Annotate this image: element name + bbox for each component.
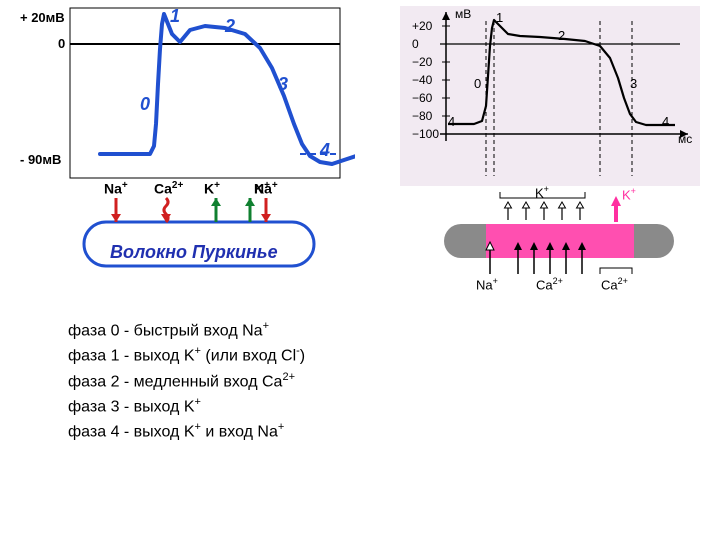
right-membrane-panel: K+K+Na+Ca2+Ca2+ [400,190,700,300]
left-ion-panel: Na+Ca2+K+Na+K+ Волокно Пуркинье [20,180,355,270]
phase-text-3: фаза 3 - выход K+ [68,394,305,419]
phase-label-2: 0 [140,94,150,115]
right-chart-panel: мВ мс +200−20−40−60−80−100 120344 [400,6,700,186]
phase-text-1: фаза 1 - выход K+ (или вход Cl-) [68,343,305,368]
phase-label-1: 2 [225,16,235,37]
phase-label-0: 1 [170,6,180,27]
phase-text-2: фаза 2 - медленный вход Ca2+ [68,369,305,394]
phase-text-list: фаза 0 - быстрый вход Na+ фаза 1 - выход… [68,318,305,445]
phase-text-4: фаза 4 - выход K+ и вход Na+ [68,419,305,444]
right-chart-svg [400,6,700,186]
phase-label-3: 3 [278,74,288,95]
left-chart-panel: + 20мВ 0 - 90мВ 1 2 0 3 4 [20,4,355,184]
phase-text-0: фаза 0 - быстрый вход Na+ [68,318,305,343]
right-y-unit: мВ [455,7,471,21]
purkinje-title: Волокно Пуркинье [110,242,278,263]
phase-label-4: 4 [320,140,330,161]
right-x-unit: мс [678,132,692,146]
page-root: { "left_chart": { "type": "line", "width… [0,0,720,540]
left-chart-svg [20,4,355,184]
